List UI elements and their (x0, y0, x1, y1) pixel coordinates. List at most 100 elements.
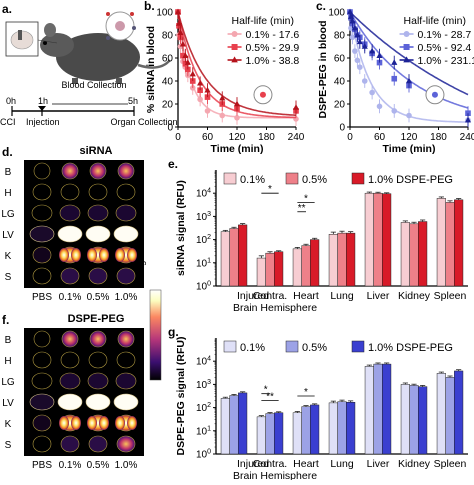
kidney-left (87, 248, 97, 262)
significance-label: ** (266, 392, 274, 403)
legend-swatch (285, 172, 299, 185)
category-label: Liver (367, 458, 390, 470)
organ-LV-0 (29, 225, 55, 243)
bar (400, 384, 410, 455)
organ-B-0 (33, 330, 51, 348)
significance-label: * (304, 387, 308, 398)
organ-H-3 (116, 183, 136, 201)
x-tick-label: 60 (202, 132, 214, 143)
bar (454, 199, 464, 287)
data-point (197, 96, 203, 103)
category-label: Kidney (398, 458, 431, 470)
organ-LG-3 (115, 204, 137, 222)
significance-label: ** (298, 203, 306, 214)
x-tick-label: 60 (374, 132, 386, 143)
organ-LG-2 (87, 204, 109, 222)
data-point (179, 40, 186, 47)
data-point (189, 70, 196, 77)
bar (310, 404, 320, 455)
bar (436, 198, 446, 287)
bar (274, 251, 284, 287)
data-point (356, 38, 363, 45)
legend-entry: 1.0% DSPE-PEG (368, 342, 453, 354)
legend-swatch (351, 172, 365, 185)
y-tick-label: 60 (334, 54, 346, 65)
data-point (361, 43, 368, 49)
data-point (369, 47, 376, 54)
data-point (349, 34, 356, 41)
organ-B-2 (89, 162, 107, 180)
bar (436, 373, 446, 455)
bar (310, 239, 320, 287)
legend-entry: 0.5% (302, 174, 327, 186)
nanoparticle-glyph (425, 85, 445, 105)
organ-H-2 (88, 351, 108, 369)
bar (445, 377, 455, 455)
tick-exp: 4 (207, 356, 211, 363)
nanoparticle-glyph (253, 85, 273, 105)
glyph-core (431, 91, 438, 98)
data-point (352, 48, 358, 54)
tick-base: 10 (196, 189, 208, 200)
organ-row-label-B: B (5, 335, 12, 346)
kidney-right (99, 248, 109, 262)
legend-swatch (223, 340, 237, 353)
kidney-right (127, 248, 137, 262)
imaging-column-label: PBS (32, 460, 52, 471)
organ-H-0 (32, 351, 52, 369)
panel-label: d. (2, 145, 13, 159)
legend-entry: 0.1% (240, 342, 265, 354)
bar (220, 231, 230, 287)
x-tick-label: 120 (401, 132, 418, 143)
category-label: Injured (237, 458, 269, 470)
panel-label-c: c. (316, 0, 326, 13)
data-point (349, 17, 356, 24)
panel-a: a. (0, 2, 178, 127)
bar (238, 392, 248, 455)
organ-LG-0 (31, 372, 53, 390)
y-tick-label: 100 (196, 281, 211, 293)
category-label: Injured (237, 290, 269, 302)
legend-title: Half-life (min) (404, 15, 466, 27)
x-tick-label: 180 (430, 132, 447, 143)
bar (265, 252, 275, 287)
colorbar-high: High (136, 256, 146, 275)
category-label: Contra. (253, 290, 287, 302)
kidney-right (71, 248, 81, 262)
imaging-column-label: 1.0% (115, 292, 138, 303)
data-point (234, 115, 240, 121)
imaging-column-label: 0.5% (87, 460, 110, 471)
data-point (405, 77, 413, 84)
category-label: Spleen (434, 458, 467, 470)
legend-entry: 1.0% - 38.8 (246, 55, 300, 67)
tick-exp: 1 (207, 257, 211, 264)
organ-LV-1 (57, 225, 83, 243)
legend-marker (403, 56, 410, 63)
bar (409, 385, 419, 455)
data-point (391, 108, 398, 114)
organ-LV-1 (57, 393, 83, 411)
organ-row-label-H: H (4, 356, 11, 367)
organ-S-3 (116, 267, 136, 285)
imaging-column-label: PBS (32, 292, 52, 303)
y-tick-label: 101 (196, 257, 211, 269)
y-tick-label: 102 (196, 234, 211, 246)
tick-exp: 0 (207, 281, 211, 288)
panel-label: f. (2, 313, 9, 327)
organ-B-1 (61, 162, 79, 180)
imaging-column-label: 0.5% (87, 292, 110, 303)
bar (238, 224, 248, 287)
data-point (354, 31, 361, 38)
panel-label-b: b. (144, 0, 155, 13)
bar (418, 221, 428, 287)
bar (337, 232, 347, 287)
data-point (182, 52, 189, 58)
legend-swatch (223, 172, 237, 185)
data-point (292, 104, 300, 110)
y-tick-label: 80 (162, 31, 174, 42)
data-point (177, 29, 184, 35)
organ-B-0 (33, 162, 51, 180)
bar (382, 363, 392, 455)
bar (274, 412, 284, 455)
organ-LG-2 (87, 372, 109, 390)
